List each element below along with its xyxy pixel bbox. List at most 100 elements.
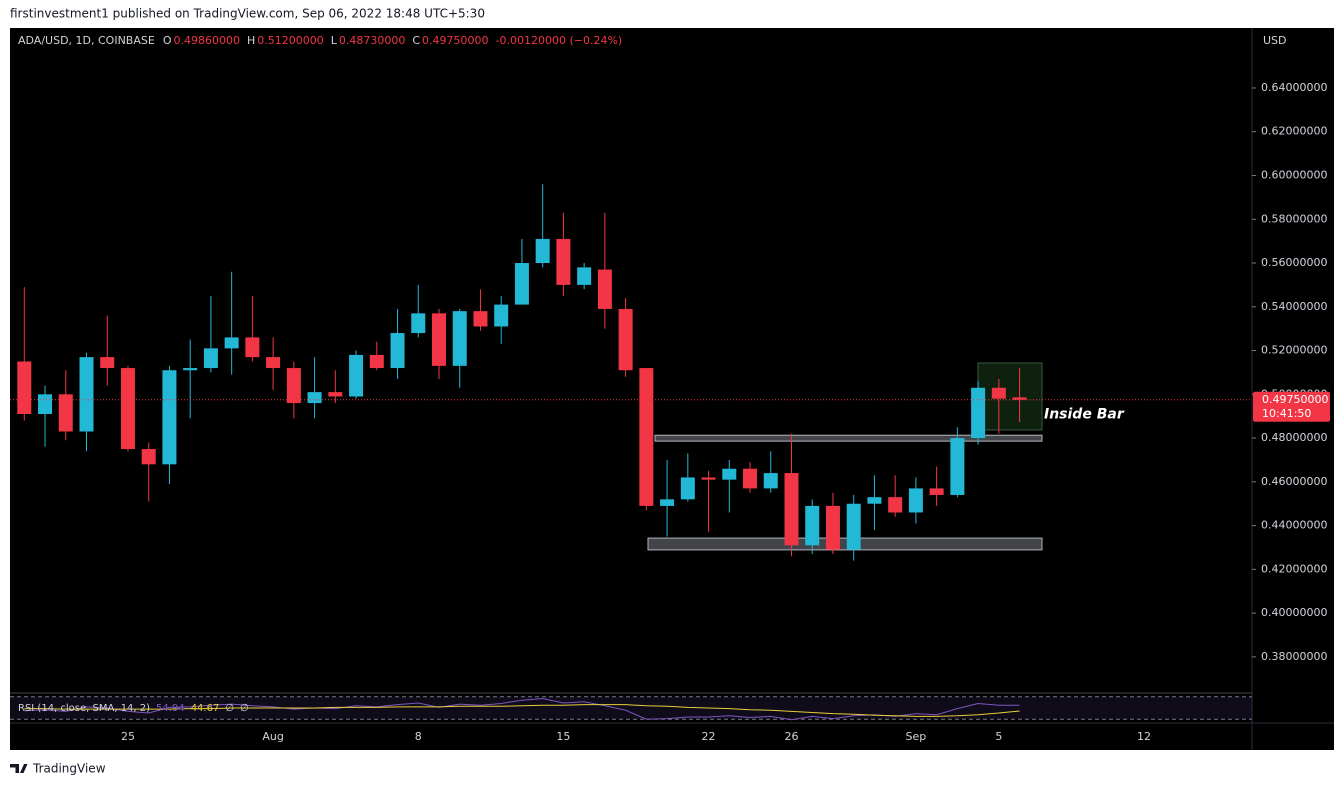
candle-body — [38, 394, 53, 415]
publisher-line: firstinvestment1 published on TradingVie… — [10, 7, 485, 21]
candle-body — [867, 497, 882, 504]
candle-body — [203, 348, 218, 369]
annotation-label: Inside Bar — [1044, 406, 1125, 422]
inside-bar-box — [977, 362, 1043, 431]
x-tick-label: 5 — [995, 730, 1002, 743]
y-tick-label: 0.44000000 — [1261, 519, 1327, 532]
candle-body — [307, 392, 322, 404]
candle-body — [701, 477, 716, 480]
candle-body — [369, 354, 384, 369]
legend-key: H — [246, 34, 256, 47]
x-tick-label: 26 — [784, 730, 798, 743]
rsi-extra: ∅ — [240, 703, 249, 714]
rsi-value: 54.94 — [156, 703, 185, 714]
y-tick-label: 0.48000000 — [1261, 431, 1327, 444]
last-price-box — [1253, 391, 1330, 422]
y-tick-label: 0.54000000 — [1261, 300, 1327, 313]
candle-body — [494, 304, 509, 327]
zone — [654, 434, 1043, 442]
symbol: ADA/USD, 1D, COINBASE — [18, 34, 155, 47]
candle-body — [100, 357, 115, 369]
chart-background — [10, 28, 1334, 750]
candle-body — [660, 499, 675, 506]
y-tick-label: 0.46000000 — [1261, 475, 1327, 488]
candle-body — [141, 449, 156, 465]
brand-name: TradingView — [32, 762, 106, 776]
candle-body — [514, 263, 529, 305]
y-tick-label: 0.56000000 — [1261, 256, 1327, 269]
candle-body — [245, 337, 260, 358]
candle-body — [120, 368, 135, 450]
candle-body — [825, 505, 840, 550]
candle-body — [224, 337, 239, 349]
candle-body — [390, 333, 405, 369]
legend-value: 0.48730000 — [338, 34, 406, 47]
candle-body — [888, 497, 903, 513]
y-tick-label: 0.40000000 — [1261, 606, 1327, 619]
candle-body — [680, 477, 695, 500]
x-tick-label: 12 — [1137, 730, 1151, 743]
x-tick-label: Sep — [906, 730, 927, 743]
candle-body — [432, 313, 446, 366]
y-tick-label: 0.60000000 — [1261, 168, 1327, 181]
candle-body — [556, 238, 571, 285]
x-tick-label: 8 — [415, 730, 422, 743]
legend-key: O — [162, 34, 172, 47]
candle-body — [452, 311, 467, 366]
rsi-value: 44.67 — [190, 703, 220, 714]
rsi-title: RSI (14, close, SMA, 14, 2) — [18, 703, 151, 714]
candle-body — [17, 361, 32, 415]
candle-body — [79, 357, 94, 432]
price-change: -0.00120000 (−0.24%) — [495, 34, 623, 47]
y-tick-label: 0.64000000 — [1261, 81, 1327, 94]
candle-body — [971, 387, 986, 439]
candle-body — [266, 357, 281, 369]
x-tick-label: 22 — [702, 730, 716, 743]
candle-body — [577, 267, 592, 285]
currency-label: USD — [1263, 34, 1287, 47]
candle-body — [597, 269, 612, 309]
rsi-line — [24, 697, 1020, 721]
legend-key: L — [330, 34, 337, 47]
candle-body — [183, 368, 198, 371]
candle-body — [328, 392, 343, 397]
symbol-legend: ADA/USD, 1D, COINBASE O 0.49860000 H 0.51200… — [18, 34, 629, 47]
legend-value: 0.49860000 — [173, 34, 240, 47]
candle-body — [535, 238, 550, 264]
candle-body — [639, 368, 654, 506]
x-tick-label: 15 — [556, 730, 570, 743]
candle-body — [618, 308, 633, 371]
last-price-label: 0.49750000 — [1262, 393, 1328, 406]
countdown-label: 10:41:50 — [1262, 407, 1311, 420]
legend-value: 0.51200000 — [257, 34, 324, 47]
y-tick-label: 0.62000000 — [1261, 125, 1327, 138]
candle-body — [473, 311, 488, 327]
candle-body — [743, 468, 758, 489]
y-tick-label: 0.38000000 — [1261, 650, 1327, 663]
candle-body — [286, 368, 301, 404]
candle-body — [784, 473, 799, 546]
candle-body — [950, 438, 965, 495]
rsi-legend: RSI (14, close, SMA, 14, 2) 54.94 44.67 ∅ ∅ — [18, 703, 255, 714]
legend-value: 0.49750000 — [422, 34, 489, 47]
candle-body — [805, 505, 820, 546]
candle-body — [929, 488, 944, 495]
rsi-extra: ∅ — [225, 703, 235, 714]
candle-body — [722, 468, 737, 480]
y-tick-label: 0.58000000 — [1261, 212, 1327, 225]
candle-body — [1012, 397, 1027, 400]
rsi-line — [24, 704, 1020, 717]
y-tick-label: 0.42000000 — [1261, 562, 1327, 575]
candle-body — [58, 394, 73, 432]
candle-body — [991, 387, 1006, 399]
zone — [647, 537, 1043, 551]
tradingview-logo — [10, 764, 28, 773]
y-tick-label: 0.52000000 — [1261, 344, 1327, 357]
candle-body — [846, 503, 861, 550]
candle-body — [349, 354, 364, 397]
candle-body — [411, 313, 426, 334]
candle-body — [162, 370, 177, 465]
candle-body — [763, 473, 778, 489]
